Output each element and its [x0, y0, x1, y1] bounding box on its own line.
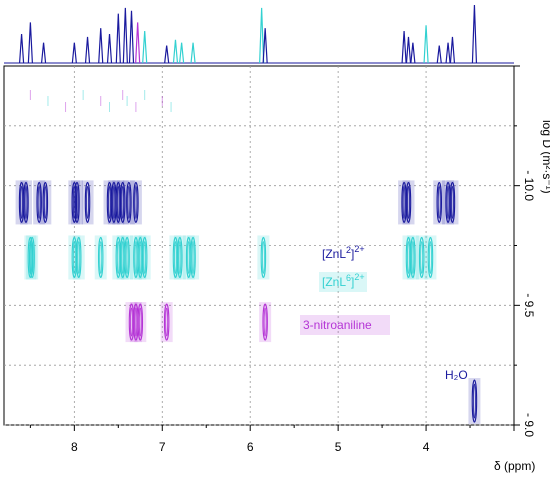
projection-peak [27, 22, 33, 64]
projection-peak [106, 33, 113, 64]
peak-contour [70, 180, 83, 225]
projection-peak [190, 42, 196, 64]
peak-contour [26, 235, 39, 280]
x-tick-label: 6 [247, 440, 254, 454]
peak-contour [424, 235, 437, 280]
projection-peak [122, 7, 128, 64]
peak-contour [72, 235, 85, 280]
x-tick-label: 7 [159, 440, 166, 454]
x-axis: 8 7 6 5 4 [29, 425, 515, 454]
peak-contour [81, 180, 94, 225]
projection-peak [445, 42, 451, 64]
peak-contour [415, 235, 428, 280]
projection-peak [18, 33, 25, 64]
series-label: [ZnL6]2+ [322, 272, 365, 289]
peak-contour [187, 235, 200, 280]
peak-contour [468, 378, 481, 425]
peak-contour [160, 302, 173, 343]
y-tick-label: - 10.0 [522, 170, 536, 201]
projection-peak [135, 22, 141, 64]
peak-contour [94, 235, 107, 280]
projection-peak [449, 36, 456, 64]
peak-contour [19, 180, 32, 225]
projection-peak [40, 42, 47, 64]
projection-peak [98, 28, 104, 64]
series-label-bg [300, 315, 390, 335]
projection-peak [471, 4, 478, 64]
series-labels: [ZnL2]2+ [ZnL6]2+ 3-nitroaniline H₂O [300, 244, 468, 382]
projection-peak [115, 13, 121, 64]
peak-contour [406, 235, 419, 280]
series-label: [ZnL2]2+ [322, 244, 365, 261]
y-tick-label: - 9.0 [522, 413, 536, 437]
x-tick-label: 5 [335, 440, 342, 454]
projection-peak [410, 42, 416, 64]
series-label: H₂O [445, 368, 468, 382]
peak-contour [134, 302, 147, 343]
projection-peak [423, 25, 429, 64]
projection-peak [128, 10, 135, 64]
projection-peak [164, 45, 170, 64]
peak-contour [257, 235, 270, 280]
proton-projection-spectrum [4, 4, 514, 64]
projection-peak [259, 7, 265, 64]
peak-contour [173, 235, 186, 280]
peak-contour [116, 180, 129, 225]
peak-contour [33, 180, 46, 225]
y-axis: - 10.0 - 9.5 - 9.0 [514, 65, 536, 437]
projection-peak [401, 31, 407, 64]
x-axis-label: δ (ppm) [494, 459, 535, 473]
projection-peak [436, 45, 442, 64]
peak-contour [446, 180, 459, 225]
peak-contours [15, 180, 481, 425]
peak-contour [39, 180, 52, 225]
projection-peak [405, 36, 412, 64]
projection-peak [179, 42, 185, 64]
peak-contour [259, 302, 272, 343]
projection-peak [172, 39, 179, 64]
y-axis-label: log D (m²·s⁻¹) [540, 120, 550, 194]
projection-peak [262, 28, 268, 64]
peak-contour [129, 180, 142, 225]
series-label-bg [319, 272, 367, 292]
peak-contour [402, 180, 415, 225]
peak-contour [433, 180, 446, 225]
x-tick-label: 8 [71, 440, 78, 454]
projection-peak [71, 42, 77, 64]
peak-contour [138, 235, 151, 280]
projection-peak [84, 36, 91, 64]
series-label: 3-nitroaniline [303, 318, 372, 332]
projection-peak [142, 31, 148, 64]
x-tick-label: 4 [423, 440, 430, 454]
noise-marks [29, 90, 172, 112]
y-tick-label: - 9.5 [522, 293, 536, 317]
peak-contour [121, 235, 134, 280]
peak-contour [122, 180, 135, 225]
